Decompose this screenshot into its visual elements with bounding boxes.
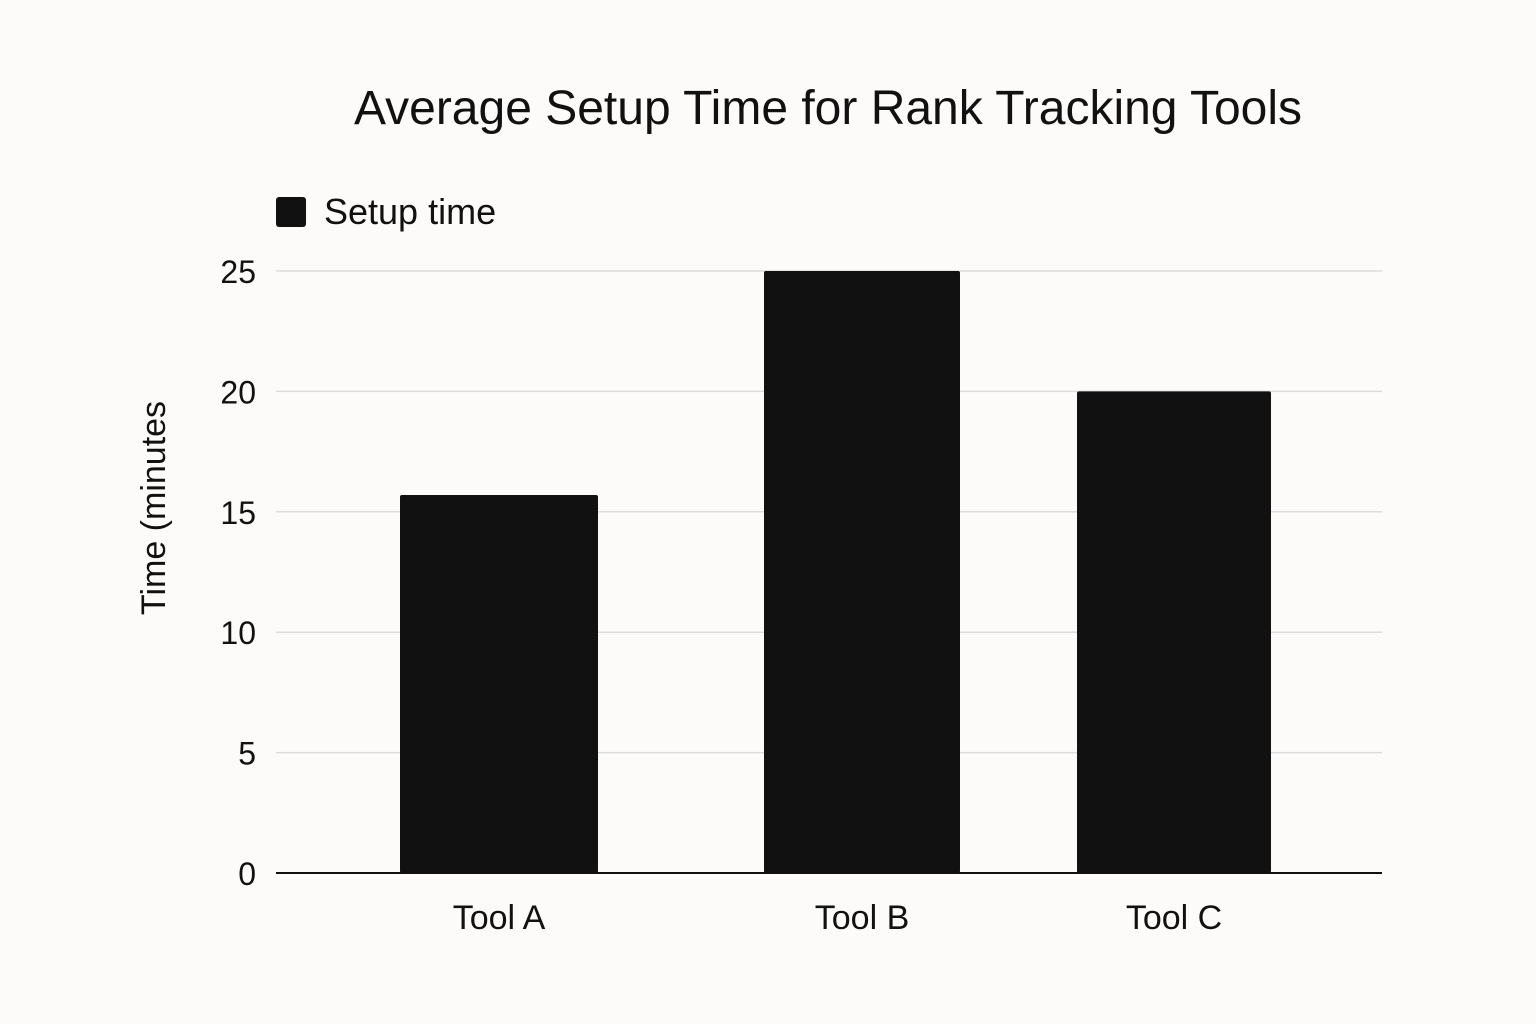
bars <box>400 271 1271 873</box>
x-tick-labels: Tool A Tool B Tool C <box>453 899 1223 937</box>
y-tick-label-25: 25 <box>220 254 256 290</box>
y-axis-label: Time (minutes <box>135 401 173 615</box>
legend: Setup time <box>276 191 496 232</box>
legend-label: Setup time <box>324 191 496 232</box>
x-tick-label-tool-c: Tool C <box>1126 899 1222 937</box>
bar-tool-b <box>764 271 960 873</box>
x-tick-label-tool-b: Tool B <box>815 899 910 937</box>
y-tick-label-15: 15 <box>220 495 256 531</box>
bar-tool-c <box>1077 391 1271 873</box>
y-tick-label-20: 20 <box>220 374 256 410</box>
y-tick-label-0: 0 <box>238 856 256 892</box>
y-tick-labels: 0 5 10 15 20 25 <box>220 254 256 892</box>
legend-swatch <box>276 197 306 227</box>
y-tick-label-5: 5 <box>238 736 256 772</box>
bar-tool-a <box>400 494 598 873</box>
y-tick-label-10: 10 <box>220 615 256 651</box>
chart-title: Average Setup Time for Rank Tracking Too… <box>354 82 1302 135</box>
x-tick-label-tool-a: Tool A <box>453 899 546 937</box>
